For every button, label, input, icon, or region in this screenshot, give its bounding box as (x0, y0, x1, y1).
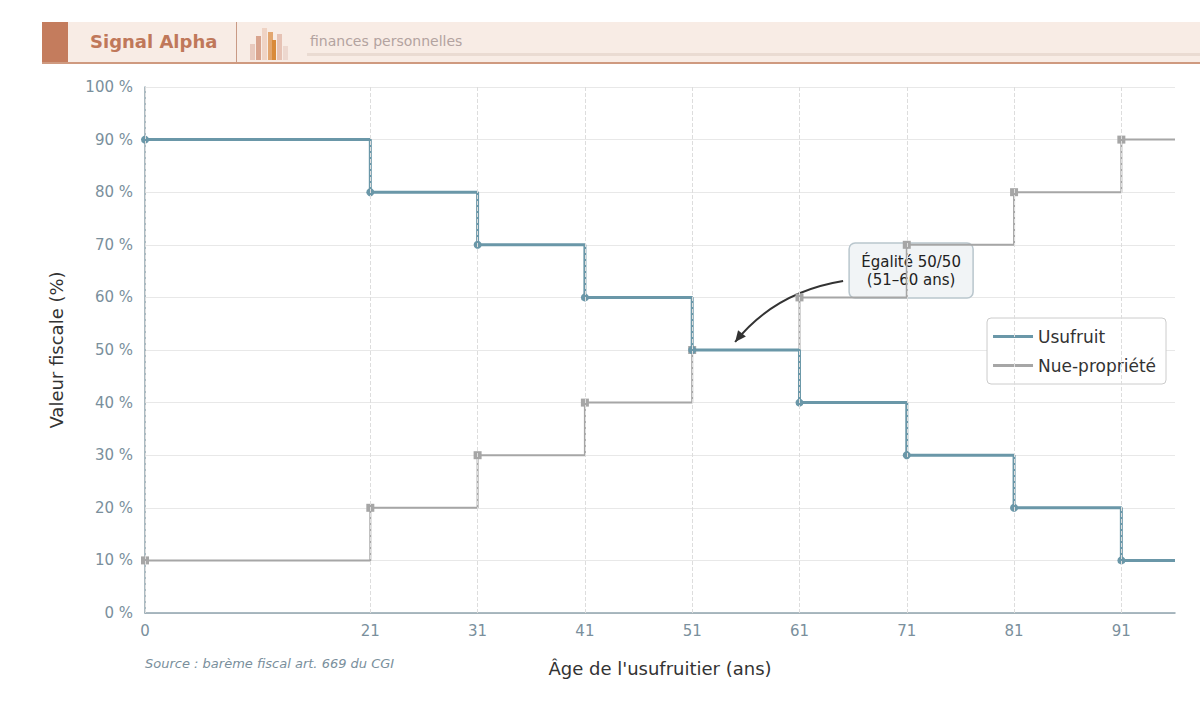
svg-text:Usufruit: Usufruit (1038, 327, 1106, 347)
svg-text:61: 61 (790, 622, 809, 640)
svg-text:Nue-propriété: Nue-propriété (1038, 356, 1156, 376)
svg-text:91: 91 (1112, 622, 1131, 640)
svg-text:0: 0 (140, 622, 150, 640)
svg-text:90 %: 90 % (95, 131, 133, 149)
svg-text:Âge de l'usufruitier (ans): Âge de l'usufruitier (ans) (548, 658, 771, 679)
svg-text:10 %: 10 % (95, 551, 133, 569)
svg-text:30 %: 30 % (95, 446, 133, 464)
svg-text:20 %: 20 % (95, 499, 133, 517)
svg-text:51: 51 (683, 622, 702, 640)
svg-text:40 %: 40 % (95, 394, 133, 412)
svg-text:31: 31 (468, 622, 487, 640)
svg-text:41: 41 (575, 622, 594, 640)
svg-text:0 %: 0 % (104, 604, 133, 622)
svg-text:60 %: 60 % (95, 288, 133, 306)
svg-text:(51–60 ans): (51–60 ans) (867, 271, 956, 289)
html-text:Signal Alpha: Signal Alpha (90, 31, 218, 52)
html-text:finances personnelles: finances personnelles (310, 33, 463, 49)
svg-text:Valeur fiscale (%): Valeur fiscale (%) (46, 271, 67, 428)
svg-text:Égalité 50/50: Égalité 50/50 (861, 252, 961, 271)
svg-text:21: 21 (361, 622, 380, 640)
svg-text:70 %: 70 % (95, 236, 133, 254)
svg-text:80 %: 80 % (95, 183, 133, 201)
svg-text:100 %: 100 % (85, 78, 133, 96)
svg-text:Source : barème fiscal art. 66: Source : barème fiscal art. 669 du CGI (145, 656, 394, 671)
svg-text:81: 81 (1005, 622, 1024, 640)
svg-text:50 %: 50 % (95, 341, 133, 359)
svg-text:71: 71 (897, 622, 916, 640)
